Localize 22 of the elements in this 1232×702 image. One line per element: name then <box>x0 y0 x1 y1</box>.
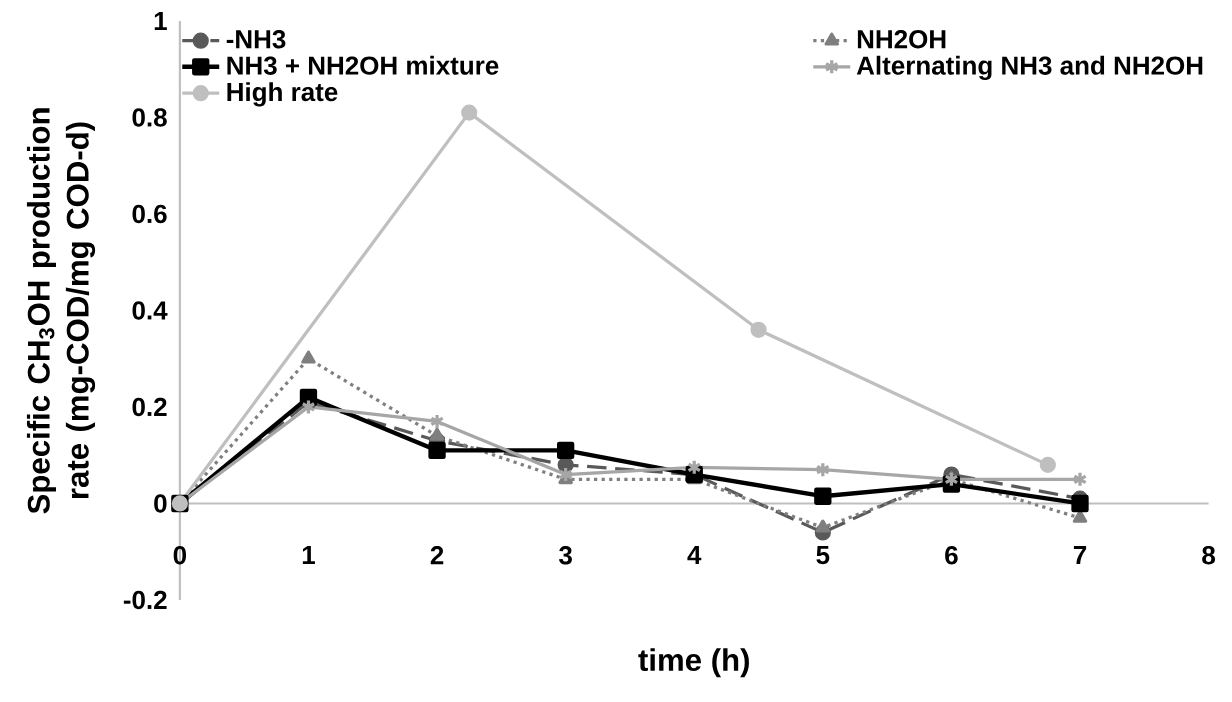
y-tick-label: 0.8 <box>132 108 167 127</box>
y-tick-label: -0.2 <box>123 590 167 610</box>
y-tick-label: 1 <box>154 11 167 30</box>
legend-label: -NH3 <box>226 29 286 49</box>
x-tick-label: 1 <box>302 545 315 564</box>
x-tick-label: 2 <box>430 545 444 565</box>
legend-label: NH2OH <box>857 29 946 49</box>
y-tick-label: 0 <box>154 494 167 513</box>
x-tick-label: 8 <box>1202 545 1216 565</box>
x-tick-label: 4 <box>687 545 702 564</box>
x-tick-label: 6 <box>945 545 958 565</box>
y-tick-label: 0.4 <box>132 301 168 320</box>
y-tick-label: 0.6 <box>132 204 167 224</box>
legend-label: Alternating NH3 and NH2OH <box>856 55 1203 80</box>
x-tick-label: 7 <box>1073 545 1087 564</box>
x-tick-label: 3 <box>559 545 572 565</box>
y-tick-label: 0.2 <box>132 397 167 417</box>
x-tick-label: 0 <box>173 545 187 565</box>
legend-label: High rate <box>227 82 338 107</box>
x-tick-label: 5 <box>816 545 830 565</box>
legend-label: NH3 + NH2OH mixture <box>227 55 499 75</box>
x-axis-title: time (h) <box>638 648 749 678</box>
